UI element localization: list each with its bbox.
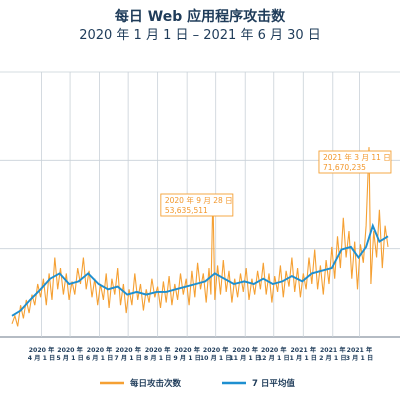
legend-label: 每日攻击次数: [130, 378, 182, 389]
annotation-callout: 2021 年 3 月 11 日71,670,235: [318, 150, 392, 174]
x-tick-label-year: 2020 年: [87, 346, 113, 354]
annotation-date: 2021 年 3 月 11 日: [323, 152, 391, 162]
x-tick-label-date: 8 月 1 日: [144, 354, 171, 362]
legend-item: 每日攻击次数: [100, 378, 182, 389]
x-tick-label-date: 11 月 1 日: [229, 354, 261, 362]
x-tick-label-year: 2020 年: [145, 346, 171, 354]
x-tick-label-date: 6 月 1 日: [86, 354, 113, 362]
annotation-date: 2020 年 9 月 28 日: [165, 195, 233, 205]
x-tick-label-year: 2020 年: [232, 346, 258, 354]
x-tick-label-year: 2020 年: [203, 346, 229, 354]
x-tick-label-year: 2021 年: [290, 346, 316, 354]
annotation-value: 53,635,511: [165, 206, 208, 215]
x-tick-label-year: 2020 年: [261, 346, 287, 354]
x-tick-label-date: 10 月 1 日: [200, 354, 232, 362]
legend-item: 7 日平均值: [222, 378, 295, 389]
chart-subtitle: 2020 年 1 月 1 日 – 2021 年 6 月 30 日: [79, 28, 321, 43]
x-tick-label-date: 5 月 1 日: [56, 354, 83, 362]
x-tick-label-year: 2021 年: [347, 346, 373, 354]
x-tick-label-year: 2021 年: [320, 346, 346, 354]
x-tick-label-year: 2020 年: [29, 346, 55, 354]
x-tick-label-date: 1 月 1 日: [290, 354, 317, 362]
x-tick-label-year: 2020 年: [174, 346, 200, 354]
series-daily-attacks-line: [11, 147, 389, 327]
x-tick-label-date: 2 月 1 日: [319, 354, 346, 362]
chart-title: 每日 Web 应用程序攻击数: [114, 9, 286, 25]
x-tick-label-date: 7 月 1 日: [114, 354, 141, 362]
annotations: 2020 年 9 月 28 日53,635,511 2021 年 3 月 11 日…: [160, 150, 392, 217]
legend-label: 7 日平均值: [252, 378, 295, 389]
x-tick-label-date: 3 月 1 日: [346, 354, 373, 362]
x-tick-label-date: 12 月 1 日: [258, 354, 290, 362]
annotation-callout: 2020 年 9 月 28 日53,635,511: [160, 193, 234, 217]
x-tick-label-year: 2020 年: [57, 346, 83, 354]
legend: 每日攻击次数 7 日平均值: [100, 378, 295, 389]
x-tick-label-date: 9 月 1 日: [173, 354, 200, 362]
x-tick-label-date: 4 月 1 日: [28, 354, 55, 362]
annotation-box: [160, 193, 234, 217]
x-tick-label-year: 2020 年: [115, 346, 141, 354]
annotation-box: [318, 150, 392, 174]
series-7day-average-line: [11, 222, 389, 317]
annotation-value: 71,670,235: [323, 163, 366, 172]
